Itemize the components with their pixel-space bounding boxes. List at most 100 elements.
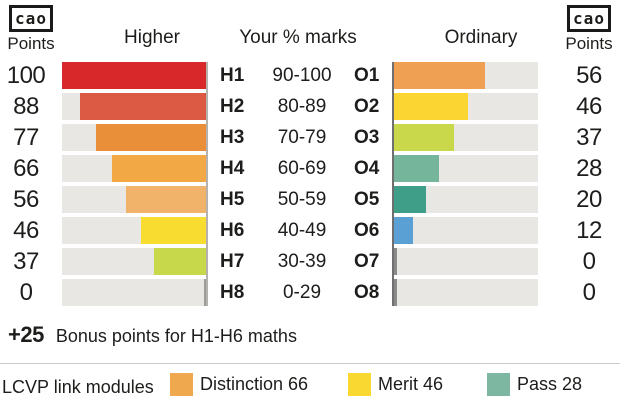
ordinary-bar xyxy=(393,155,439,182)
higher-grade-label: H4 xyxy=(220,158,245,179)
higher-points-value: 0 xyxy=(19,279,33,306)
marks-range: 40-49 xyxy=(277,220,327,241)
ordinary-grade-label: O7 xyxy=(354,251,380,272)
marks-range: 90-100 xyxy=(272,65,332,86)
higher-track xyxy=(62,155,208,182)
lcvp-legend: LCVP link modules Distinction 66 Merit 46… xyxy=(0,364,620,410)
marks-range: 0-29 xyxy=(282,282,322,303)
higher-track xyxy=(62,93,208,120)
higher-bar xyxy=(153,248,208,275)
ordinary-track xyxy=(392,62,538,89)
ordinary-bar xyxy=(393,217,413,244)
legend-item: Pass 28 xyxy=(487,373,582,396)
higher-track xyxy=(62,248,208,275)
higher-points-value: 100 xyxy=(6,62,46,89)
legend-item: Distinction 66 xyxy=(170,373,308,396)
ordinary-track xyxy=(392,186,538,213)
ordinary-points-value: 46 xyxy=(576,93,602,120)
marks-range: 70-79 xyxy=(277,127,327,148)
points-column-label-right: Points xyxy=(565,34,613,53)
higher-grade-label: H3 xyxy=(220,127,245,148)
higher-grade-label: H7 xyxy=(220,251,245,272)
legend-item: Merit 46 xyxy=(348,373,443,396)
ordinary-bar xyxy=(393,248,397,275)
higher-points-value: 37 xyxy=(13,248,39,275)
ordinary-grade-label: O4 xyxy=(354,158,380,179)
bonus-note: +25 Bonus points for H1-H6 maths xyxy=(0,306,620,348)
ordinary-track xyxy=(392,155,538,182)
ordinary-track xyxy=(392,217,538,244)
legend-item-label: Merit 46 xyxy=(378,374,444,394)
ordinary-track xyxy=(392,279,538,306)
ordinary-points-value: 0 xyxy=(582,279,596,306)
header: cao Points Higher Your % marks Ordinary … xyxy=(0,0,620,60)
ordinary-bar xyxy=(393,279,397,306)
ordinary-bar xyxy=(393,124,454,151)
legend-swatch xyxy=(348,373,371,396)
legend-title: LCVP link modules xyxy=(2,377,154,397)
higher-axis-line xyxy=(206,62,208,306)
marks-range: 50-59 xyxy=(277,189,327,210)
marks-range: 80-89 xyxy=(277,96,327,117)
ordinary-grade-label: O5 xyxy=(354,189,380,210)
higher-points-value: 77 xyxy=(13,124,39,151)
ordinary-points-value: 56 xyxy=(576,62,602,89)
grade-rows: 100 H1 90-100 O1 56 88 H2 80-89 O2 46 77 H3 70-79 O3 3… xyxy=(0,62,620,306)
ordinary-track xyxy=(392,124,538,151)
marks-column-header: Your % marks xyxy=(239,27,357,48)
higher-points-value: 56 xyxy=(13,186,39,213)
higher-grade-label: H6 xyxy=(220,220,245,241)
higher-bar xyxy=(79,93,208,120)
marks-range: 30-39 xyxy=(277,251,327,272)
higher-track xyxy=(62,124,208,151)
higher-grade-label: H2 xyxy=(220,96,245,117)
legend-item-label: Distinction 66 xyxy=(200,374,309,394)
ordinary-grade-label: O8 xyxy=(354,282,380,303)
higher-points-value: 88 xyxy=(13,93,39,120)
ordinary-points-value: 37 xyxy=(576,124,602,151)
higher-grade-label: H8 xyxy=(220,282,245,303)
legend-swatch xyxy=(487,373,510,396)
higher-track xyxy=(62,217,208,244)
higher-column-header: Higher xyxy=(124,27,180,48)
higher-bar xyxy=(62,62,208,89)
ordinary-axis-line xyxy=(392,62,394,306)
ordinary-bar xyxy=(393,186,426,213)
higher-grade-label: H1 xyxy=(220,65,245,86)
legend-item-label: Pass 28 xyxy=(517,374,583,394)
ordinary-track xyxy=(392,248,538,275)
higher-points-value: 46 xyxy=(13,217,39,244)
ordinary-points-value: 12 xyxy=(576,217,602,244)
higher-bar xyxy=(111,155,208,182)
cao-logo-group-right: cao Points xyxy=(560,5,618,54)
higher-points-value: 66 xyxy=(13,155,39,182)
cao-logo-icon: cao xyxy=(567,5,611,32)
cao-logo-group-left: cao Points xyxy=(2,5,60,54)
higher-track xyxy=(62,186,208,213)
legend-swatch xyxy=(170,373,193,396)
ordinary-bar xyxy=(393,93,469,120)
divider-line xyxy=(0,363,620,364)
ordinary-grade-label: O3 xyxy=(354,127,380,148)
higher-track xyxy=(62,62,208,89)
higher-bar xyxy=(126,186,208,213)
ordinary-grade-label: O2 xyxy=(354,96,380,117)
bonus-value: +25 xyxy=(8,322,44,347)
ordinary-points-value: 28 xyxy=(576,155,602,182)
ordinary-track xyxy=(392,93,538,120)
ordinary-grade-label: O6 xyxy=(354,220,380,241)
ordinary-grade-label: O1 xyxy=(354,65,380,86)
points-column-label-left: Points xyxy=(7,34,55,53)
higher-grade-label: H5 xyxy=(220,189,245,210)
ordinary-points-value: 20 xyxy=(576,186,602,213)
cao-logo-icon: cao xyxy=(9,5,53,32)
higher-bar xyxy=(140,217,208,244)
higher-track xyxy=(62,279,208,306)
ordinary-bar xyxy=(393,62,485,89)
points-bar-chart: 100 H1 90-100 O1 56 88 H2 80-89 O2 46 77 H3 70-79 O3 3… xyxy=(0,62,620,306)
bonus-text: Bonus points for H1-H6 maths xyxy=(55,326,297,346)
ordinary-column-header: Ordinary xyxy=(444,27,518,48)
ordinary-points-value: 0 xyxy=(582,248,596,275)
higher-bar xyxy=(95,124,208,151)
